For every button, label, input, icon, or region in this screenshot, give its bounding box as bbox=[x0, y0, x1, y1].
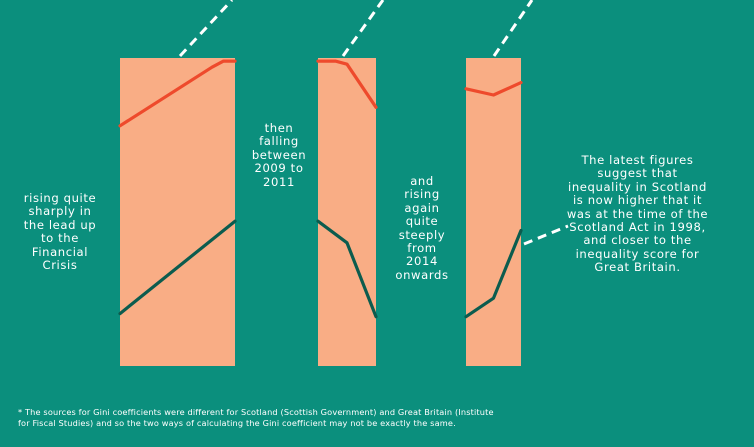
connector-dash-3 bbox=[492, 0, 534, 57]
series-line-3-1 bbox=[464, 80, 523, 97]
caption-rising: rising quite sharply in the lead up to t… bbox=[23, 191, 97, 273]
connector-dash-2 bbox=[341, 0, 385, 57]
caption-falling: then falling between 2009 to 2011 bbox=[251, 121, 307, 189]
series-line-1-1 bbox=[118, 59, 237, 128]
highlight-panel-2 bbox=[318, 58, 376, 366]
series-line-1-2 bbox=[118, 219, 237, 316]
series-line-3-2 bbox=[464, 228, 523, 319]
highlight-panel-3 bbox=[466, 58, 521, 366]
series-line-2-2 bbox=[316, 219, 378, 319]
highlight-panel-1 bbox=[120, 58, 235, 366]
caption-rising-again: and rising again quite steeply from 2014… bbox=[395, 174, 449, 282]
connector-dash-1 bbox=[178, 0, 234, 58]
series-line-2-1 bbox=[316, 59, 378, 109]
caption-latest-figures: The latest figures suggest that inequali… bbox=[566, 153, 709, 275]
connector-dash-4 bbox=[523, 224, 569, 246]
footnote: * The sources for Gini coefficients were… bbox=[18, 407, 494, 429]
